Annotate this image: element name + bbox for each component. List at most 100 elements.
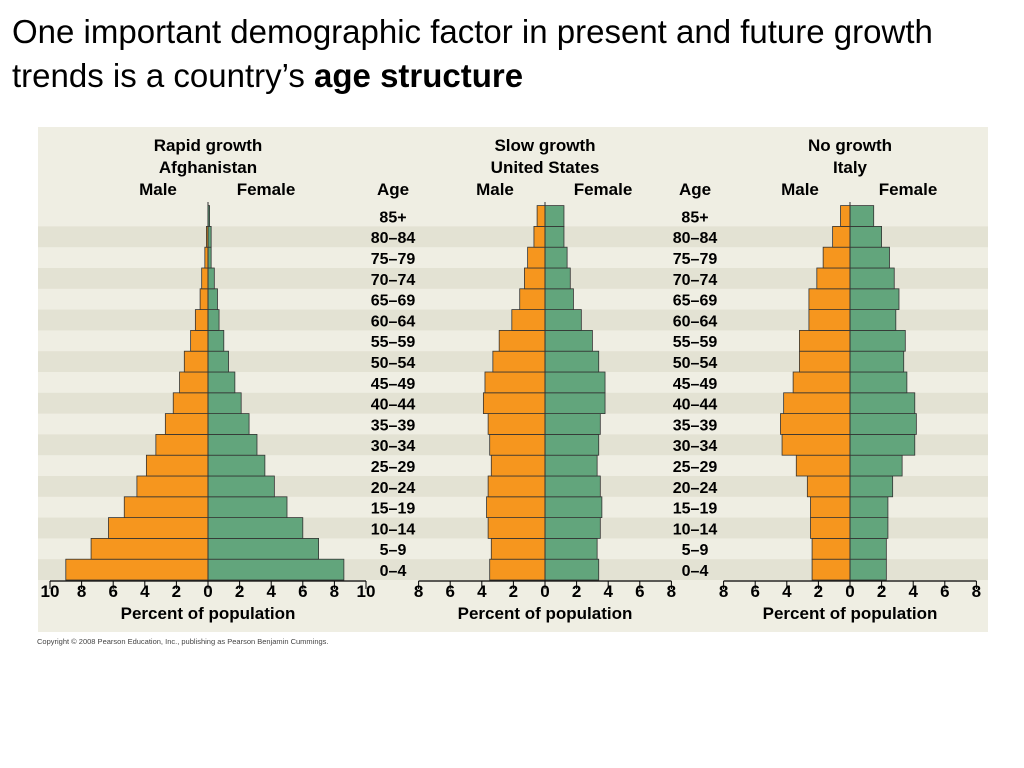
age-group-label: 40–44 xyxy=(371,397,416,414)
male-bar xyxy=(498,329,546,352)
female-bar xyxy=(849,350,905,373)
female-bar xyxy=(544,288,574,311)
male-bar xyxy=(482,392,546,414)
age-group-label: 10–14 xyxy=(371,521,416,538)
age-group-label: 85+ xyxy=(681,209,708,226)
age-group-label: 65–69 xyxy=(673,293,718,310)
male-bar xyxy=(808,288,851,311)
x-tick-label: 4 xyxy=(266,582,276,601)
female-bar xyxy=(207,267,215,290)
female-bar xyxy=(544,517,601,539)
age-group-label: 55–59 xyxy=(673,334,718,351)
age-group-label: 45–49 xyxy=(371,376,416,393)
male-bar xyxy=(155,433,209,456)
female-bar xyxy=(207,558,345,581)
female-bar xyxy=(544,350,600,373)
male-bar xyxy=(108,517,209,539)
male-bar xyxy=(810,496,851,518)
male-bar xyxy=(840,205,851,227)
title-text: One important demographic factor in pres… xyxy=(12,13,933,94)
female-bar xyxy=(544,433,600,456)
female-bar xyxy=(544,413,601,435)
female-bar xyxy=(849,205,875,227)
x-tick-label: 8 xyxy=(414,582,423,601)
male-bar xyxy=(795,454,851,477)
age-group-label: 70–74 xyxy=(371,272,416,289)
copyright-notice: Copyright © 2008 Pearson Education, Inc.… xyxy=(37,637,329,646)
age-group-label: 70–74 xyxy=(673,272,718,289)
female-bar xyxy=(849,226,883,248)
age-group-label: 15–19 xyxy=(673,501,718,518)
x-tick-label: 4 xyxy=(140,582,150,601)
male-bar xyxy=(172,392,209,414)
female-label: Female xyxy=(237,180,296,199)
pyramid-country: Afghanistan xyxy=(159,158,257,177)
age-group-label: 60–64 xyxy=(673,313,718,330)
female-bar xyxy=(207,475,275,498)
pyramid-country: Italy xyxy=(833,158,868,177)
female-bar xyxy=(544,392,606,414)
female-bar xyxy=(849,454,903,477)
male-label: Male xyxy=(781,180,819,199)
age-group-label: 55–59 xyxy=(371,334,416,351)
male-bar xyxy=(201,267,209,290)
female-bar xyxy=(207,392,242,414)
female-bar xyxy=(207,537,319,560)
male-bar xyxy=(832,226,851,248)
age-group-label: 0–4 xyxy=(380,563,407,580)
male-bar xyxy=(489,433,546,456)
age-group-label: 25–29 xyxy=(371,459,416,476)
x-tick-label: 8 xyxy=(719,582,728,601)
age-group-label: 80–84 xyxy=(673,230,718,247)
male-bar xyxy=(816,267,851,290)
female-bar xyxy=(849,496,889,518)
female-bar xyxy=(849,329,906,352)
female-bar xyxy=(849,267,895,290)
age-group-label: 30–34 xyxy=(673,438,718,455)
x-axis-label: Percent of population xyxy=(763,604,938,623)
x-tick-label: 8 xyxy=(77,582,86,601)
female-bar xyxy=(849,433,916,456)
age-group-label: 35–39 xyxy=(673,417,718,434)
x-tick-label: 2 xyxy=(172,582,181,601)
female-bar xyxy=(849,413,917,435)
age-group-label: 50–54 xyxy=(673,355,718,372)
male-bar xyxy=(780,413,851,435)
age-group-label: 75–79 xyxy=(371,251,416,268)
female-bar xyxy=(207,288,218,311)
female-bar xyxy=(544,267,571,290)
age-column-header: Age xyxy=(377,180,409,199)
male-bar xyxy=(808,309,851,331)
x-tick-label: 4 xyxy=(477,582,487,601)
male-bar xyxy=(194,309,209,331)
x-tick-label: 6 xyxy=(635,582,644,601)
female-bar xyxy=(544,537,598,560)
male-bar xyxy=(810,517,851,539)
x-tick-label: 2 xyxy=(235,582,244,601)
male-bar xyxy=(487,413,546,435)
x-tick-label: 6 xyxy=(108,582,117,601)
chart-panel: Rapid growth Afghanistan Male Female 10 8 6 4 2 0… xyxy=(38,127,988,632)
x-tick-label: 8 xyxy=(972,582,981,601)
female-bar xyxy=(544,329,593,352)
age-group-label: 30–34 xyxy=(371,438,416,455)
x-tick-label: 4 xyxy=(908,582,918,601)
male-bar xyxy=(492,350,546,373)
age-group-label: 5–9 xyxy=(380,542,407,559)
age-group-label: 5–9 xyxy=(682,542,709,559)
age-group-label: 65–69 xyxy=(371,293,416,310)
female-bar xyxy=(207,517,304,539)
male-bar xyxy=(527,246,546,269)
male-bar xyxy=(811,558,851,581)
x-tick-label: 10 xyxy=(357,582,376,601)
male-bar xyxy=(65,558,209,581)
female-bar xyxy=(207,309,220,331)
x-tick-label: 8 xyxy=(667,582,676,601)
age-group-label: 80–84 xyxy=(371,230,416,247)
male-bar xyxy=(511,309,546,331)
male-bar xyxy=(524,267,546,290)
male-bar xyxy=(145,454,209,477)
male-bar xyxy=(199,288,209,311)
row-band xyxy=(38,226,988,248)
